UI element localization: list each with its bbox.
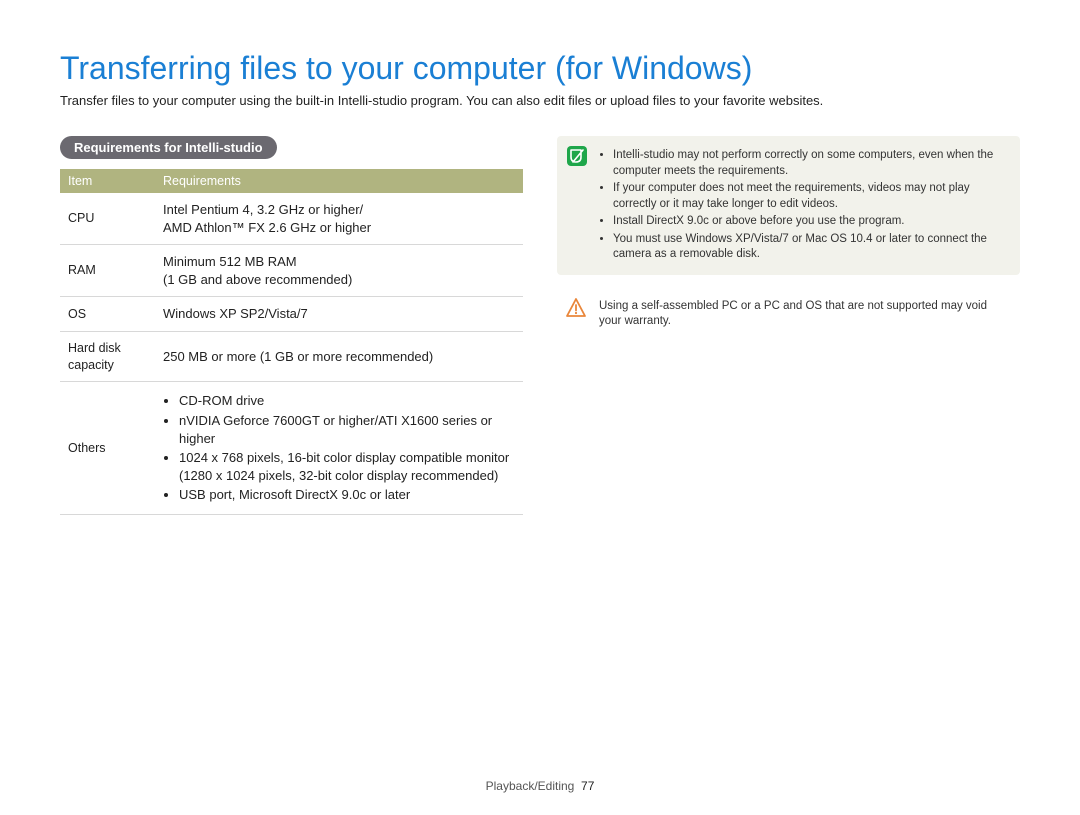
list-item: Install DirectX 9.0c or above before you…: [613, 214, 1006, 230]
table-row: Others CD-ROM drive nVIDIA Geforce 7600G…: [60, 382, 523, 514]
list-item: Intelli-studio may not perform correctly…: [613, 148, 1006, 179]
page: Transferring files to your computer (for…: [0, 0, 1080, 815]
list-item: nVIDIA Geforce 7600GT or higher/ATI X160…: [179, 412, 515, 447]
cell-label: CPU: [60, 193, 155, 245]
table-row: RAM Minimum 512 MB RAM (1 GB and above r…: [60, 245, 523, 297]
section-heading-pill: Requirements for Intelli-studio: [60, 136, 277, 159]
note-icon: [567, 146, 587, 166]
list-item: USB port, Microsoft DirectX 9.0c or late…: [179, 486, 515, 504]
others-list: CD-ROM drive nVIDIA Geforce 7600GT or hi…: [163, 392, 515, 503]
page-title: Transferring files to your computer (for…: [60, 50, 1020, 87]
note-box: Intelli-studio may not perform correctly…: [557, 136, 1020, 275]
note-list: Intelli-studio may not perform correctly…: [599, 148, 1006, 263]
left-column: Requirements for Intelli-studio Item Req…: [60, 136, 523, 515]
cell-value: 250 MB or more (1 GB or more recommended…: [155, 331, 523, 382]
th-item: Item: [60, 169, 155, 193]
intro-text: Transfer files to your computer using th…: [60, 93, 1020, 108]
cell-value: CD-ROM drive nVIDIA Geforce 7600GT or hi…: [155, 382, 523, 514]
page-footer: Playback/Editing 77: [0, 779, 1080, 793]
footer-page-number: 77: [581, 779, 594, 793]
cell-label: RAM: [60, 245, 155, 297]
list-item: 1024 x 768 pixels, 16-bit color display …: [179, 449, 515, 484]
list-item: You must use Windows XP/Vista/7 or Mac O…: [613, 232, 1006, 263]
cell-label: OS: [60, 297, 155, 332]
table-row: OS Windows XP SP2/Vista/7: [60, 297, 523, 332]
warning-text: Using a self-assembled PC or a PC and OS…: [599, 300, 987, 328]
table-row: CPU Intel Pentium 4, 3.2 GHz or higher/ …: [60, 193, 523, 245]
requirements-table: Item Requirements CPU Intel Pentium 4, 3…: [60, 169, 523, 515]
table-row: Hard disk capacity 250 MB or more (1 GB …: [60, 331, 523, 382]
footer-section: Playback/Editing: [486, 779, 575, 793]
warning-box: Using a self-assembled PC or a PC and OS…: [557, 293, 1020, 336]
list-item: If your computer does not meet the requi…: [613, 181, 1006, 212]
cell-value: Minimum 512 MB RAM (1 GB and above recom…: [155, 245, 523, 297]
cell-value: Intel Pentium 4, 3.2 GHz or higher/ AMD …: [155, 193, 523, 245]
cell-value: Windows XP SP2/Vista/7: [155, 297, 523, 332]
warning-icon: [565, 297, 587, 319]
cell-label: Others: [60, 382, 155, 514]
two-column-layout: Requirements for Intelli-studio Item Req…: [60, 136, 1020, 515]
cell-label: Hard disk capacity: [60, 331, 155, 382]
list-item: CD-ROM drive: [179, 392, 515, 410]
right-column: Intelli-studio may not perform correctly…: [557, 136, 1020, 515]
th-requirements: Requirements: [155, 169, 523, 193]
